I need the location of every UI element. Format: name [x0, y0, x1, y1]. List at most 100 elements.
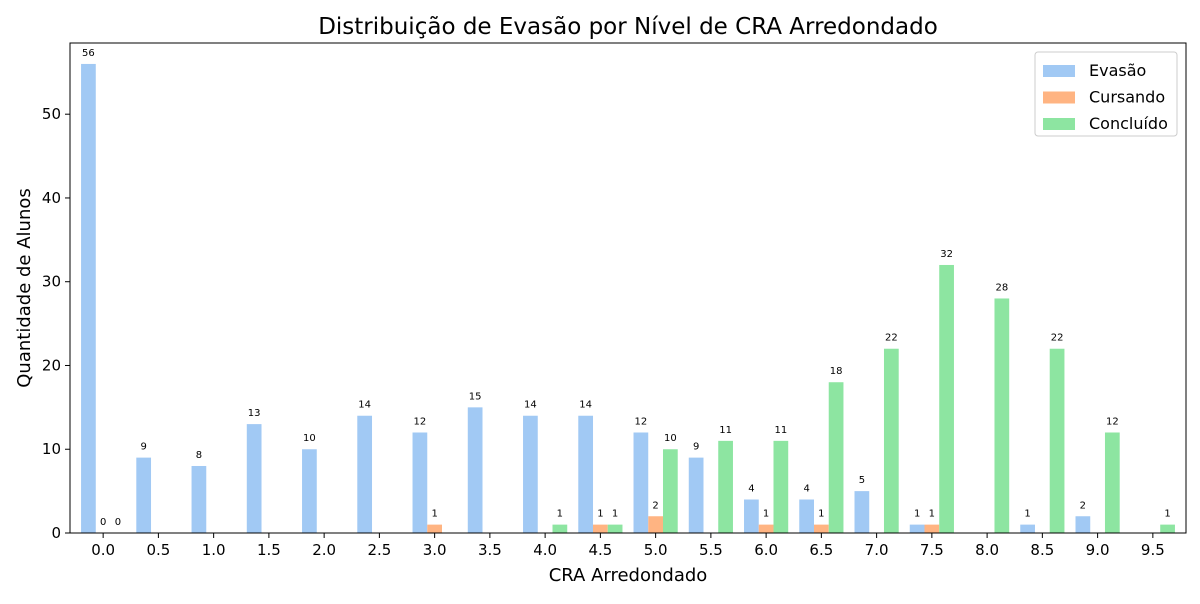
- x-tick-label: 3.0: [423, 541, 447, 559]
- bar-evasao-1.5: [246, 424, 262, 533]
- bar-concluido-8.0: [994, 298, 1010, 533]
- x-tick-label: 5.5: [699, 541, 723, 559]
- data-label-cursando-7.5: 1: [929, 509, 935, 520]
- data-label-concluido-6.0: 11: [774, 425, 787, 436]
- bar-concluido-9.0: [1104, 432, 1120, 533]
- bar-evasao-2.0: [302, 449, 317, 533]
- x-tick-label: 1.5: [257, 541, 281, 559]
- data-label-cursando-0.0: 0: [100, 517, 106, 528]
- bar-evasao-4.5: [578, 415, 594, 533]
- data-label-evasao-3.5: 15: [469, 391, 482, 402]
- data-label-evasao-4.0: 14: [524, 400, 537, 411]
- legend-swatch: [1043, 91, 1075, 104]
- data-label-concluido-7.5: 32: [940, 249, 953, 260]
- legend-label: Concluído: [1089, 114, 1168, 133]
- bar-evasao-6.5: [799, 499, 814, 533]
- data-label-evasao-5.5: 9: [693, 442, 699, 453]
- bar-concluido-6.5: [828, 382, 844, 533]
- y-tick-label: 10: [42, 440, 61, 458]
- bar-concluido-4.0: [552, 524, 568, 533]
- legend-label: Evasão: [1089, 61, 1146, 80]
- data-label-concluido-5.5: 11: [719, 425, 732, 436]
- bar-cursando-3.0: [427, 524, 442, 533]
- data-label-evasao-3.0: 12: [414, 416, 427, 427]
- bar-evasao-6.0: [744, 499, 759, 533]
- x-tick-label: 7.0: [865, 541, 889, 559]
- legend-swatch: [1043, 65, 1075, 77]
- data-label-evasao-6.5: 4: [803, 484, 809, 495]
- bar-evasao-3.0: [412, 432, 428, 533]
- bar-concluido-7.5: [939, 264, 954, 533]
- data-label-evasao-4.5: 14: [579, 400, 592, 411]
- bar-evasao-8.5: [1020, 524, 1035, 533]
- x-tick-label: 4.0: [533, 541, 557, 559]
- bar-concluido-4.5: [607, 524, 623, 533]
- data-label-evasao-2.0: 10: [303, 433, 316, 444]
- bar-evasao-0.5: [136, 457, 152, 533]
- x-tick-label: 1.0: [202, 541, 226, 559]
- bar-concluido-8.5: [1049, 348, 1065, 533]
- legend-label: Cursando: [1089, 88, 1165, 107]
- bar-cursando-5.0: [648, 516, 663, 533]
- axes-layer: 0.0 0.5 1.0 1.5 2.0 2.5 3.0 3.5 4.0 4.5 5.0 5.5 6.0 6…: [42, 42, 1187, 559]
- bar-concluido-5.0: [662, 449, 678, 533]
- x-tick-label: 8.0: [975, 541, 999, 559]
- data-label-evasao-7.0: 5: [859, 475, 865, 486]
- x-tick-label: 3.5: [478, 541, 502, 559]
- y-tick-label: 30: [42, 273, 61, 291]
- data-label-evasao-5.0: 12: [635, 416, 648, 427]
- data-label-concluido-5.0: 10: [664, 433, 677, 444]
- bar-evasao-1.0: [191, 465, 207, 533]
- data-label-evasao-1.5: 13: [248, 408, 261, 419]
- bar-concluido-9.5: [1160, 524, 1175, 533]
- data-label-evasao-2.5: 14: [358, 400, 371, 411]
- data-label-cursando-3.0: 1: [431, 509, 437, 520]
- data-label-evasao-0.5: 9: [140, 442, 146, 453]
- data-label-concluido-9.0: 12: [1106, 416, 1119, 427]
- bar-cursando-7.5: [924, 524, 940, 533]
- bar-concluido-6.0: [773, 440, 789, 533]
- x-tick-label: 9.5: [1141, 541, 1165, 559]
- data-label-cursando-5.0: 2: [652, 500, 658, 511]
- bar-evasao-7.5: [909, 524, 925, 533]
- data-label-concluido-7.0: 22: [885, 333, 898, 344]
- data-label-cursando-6.5: 1: [818, 509, 824, 520]
- data-label-concluido-9.5: 1: [1164, 509, 1170, 520]
- bar-concluido-7.0: [883, 348, 899, 533]
- data-label-evasao-0.0: 56: [82, 48, 95, 59]
- data-label-evasao-7.5: 1: [914, 509, 920, 520]
- bar-concluido-5.5: [718, 440, 733, 533]
- data-label-evasao-6.0: 4: [748, 484, 754, 495]
- bars-layer: [81, 63, 1175, 533]
- bar-evasao-3.5: [467, 407, 483, 533]
- y-tick-label: 0: [51, 524, 61, 542]
- plot-frame: [69, 42, 1187, 534]
- bar-evasao-2.5: [357, 415, 373, 533]
- y-tick-label: 20: [42, 356, 61, 374]
- y-axis-label: Quantidade de Alunos: [14, 188, 35, 388]
- x-tick-label: 2.0: [312, 541, 336, 559]
- bar-evasao-9.0: [1075, 516, 1091, 533]
- x-tick-label: 0.0: [91, 541, 115, 559]
- bar-evasao-0.0: [81, 63, 96, 533]
- bar-cursando-6.5: [814, 524, 829, 533]
- x-tick-label: 0.5: [146, 541, 170, 559]
- chart-title: Distribuição de Evasão por Nível de CRA …: [318, 14, 938, 40]
- data-label-evasao-8.5: 1: [1024, 509, 1030, 520]
- data-label-concluido-8.5: 22: [1051, 333, 1064, 344]
- legend-swatch: [1043, 118, 1075, 130]
- bar-evasao-5.5: [688, 457, 704, 533]
- x-tick-label: 4.5: [588, 541, 612, 559]
- bar-evasao-4.0: [523, 415, 538, 533]
- x-tick-label: 9.0: [1086, 541, 1110, 559]
- y-tick-label: 50: [42, 105, 61, 123]
- data-label-concluido-4.5: 1: [612, 509, 618, 520]
- data-label-concluido-6.5: 18: [830, 366, 843, 377]
- data-label-concluido-0.0: 0: [115, 517, 121, 528]
- data-label-evasao-1.0: 8: [196, 450, 202, 461]
- data-label-cursando-4.5: 1: [597, 509, 603, 520]
- bar-cursando-6.0: [758, 524, 774, 533]
- x-tick-label: 7.5: [920, 541, 944, 559]
